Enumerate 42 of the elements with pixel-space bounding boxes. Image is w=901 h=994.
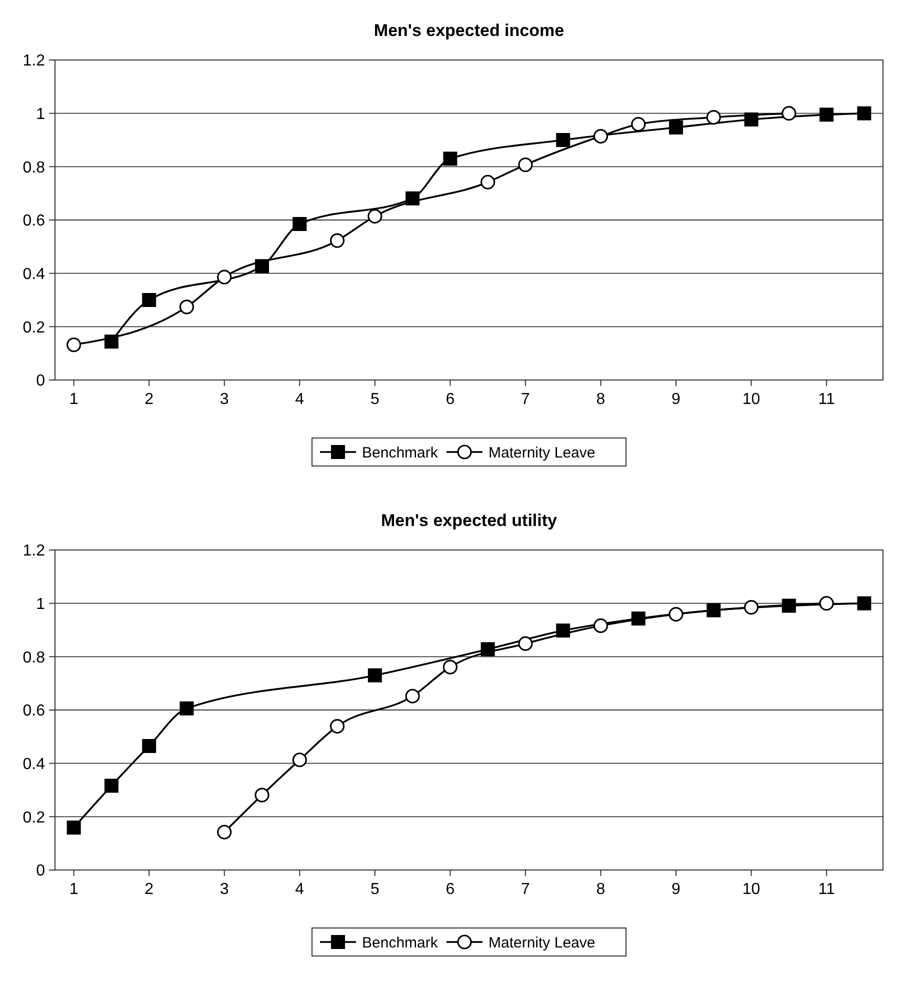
legend-label: Benchmark xyxy=(362,444,438,462)
y-tick-label: 1.2 xyxy=(22,52,46,70)
legend-label: Maternity Leave xyxy=(488,444,596,462)
x-tick-label: 9 xyxy=(672,881,681,898)
legend-label: Benchmark xyxy=(362,934,438,952)
y-tick-label: 0 xyxy=(36,372,46,390)
x-tick-label: 9 xyxy=(672,391,681,408)
y-tick-label: 0.4 xyxy=(22,266,46,283)
x-tick-label: 11 xyxy=(818,881,835,898)
x-tick-label: 7 xyxy=(521,391,530,408)
y-tick-label: 1 xyxy=(36,106,46,123)
legend-label: Maternity Leave xyxy=(488,934,596,952)
x-tick-label: 7 xyxy=(521,881,530,898)
x-tick-label: 10 xyxy=(742,391,760,408)
x-tick-label: 1 xyxy=(69,391,78,408)
y-tick-label: 1.2 xyxy=(22,542,46,560)
y-tick-label: 0.4 xyxy=(22,756,46,773)
x-tick-label: 3 xyxy=(220,391,229,408)
x-tick-label: 3 xyxy=(220,881,229,898)
x-tick-label: 2 xyxy=(144,391,154,408)
x-tick-label: 6 xyxy=(446,391,455,408)
x-tick-label: 8 xyxy=(596,391,606,408)
x-tick-label: 4 xyxy=(295,881,304,898)
y-tick-label: 1 xyxy=(36,596,46,613)
y-tick-label: 0.2 xyxy=(22,319,46,336)
chart-title: Men's expected utility xyxy=(381,511,558,530)
x-tick-label: 8 xyxy=(596,881,606,898)
x-tick-label: 10 xyxy=(742,881,760,898)
x-tick-label: 1 xyxy=(69,881,78,898)
x-tick-label: 5 xyxy=(370,391,380,408)
y-tick-label: 0.8 xyxy=(22,159,46,176)
chart-title: Men's expected income xyxy=(374,21,564,40)
y-tick-label: 0 xyxy=(36,862,46,880)
y-tick-label: 0.8 xyxy=(22,649,46,666)
y-tick-label: 0.6 xyxy=(22,702,46,720)
x-tick-label: 5 xyxy=(370,881,380,898)
y-tick-label: 0.6 xyxy=(22,212,46,230)
x-tick-label: 4 xyxy=(295,391,304,408)
x-tick-label: 2 xyxy=(144,881,154,898)
x-tick-label: 6 xyxy=(446,881,455,898)
x-tick-label: 11 xyxy=(818,391,835,408)
y-tick-label: 0.2 xyxy=(22,809,46,826)
